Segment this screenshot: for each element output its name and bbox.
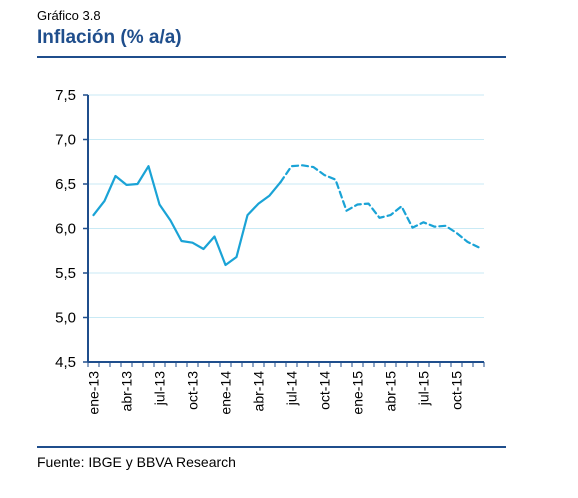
x-tick-label: jul-15 <box>416 371 432 406</box>
y-tick-label: 5,5 <box>55 265 76 282</box>
x-tick-label: abr-15 <box>383 371 399 412</box>
x-tick-label: ene-14 <box>218 371 234 415</box>
y-tick-label: 6,0 <box>55 221 76 238</box>
chart-title: Inflación (% a/a) <box>37 27 182 48</box>
source-rule <box>37 446 506 448</box>
x-axis-ticks: ene-13 abr-13 jul-13 oct-13 ene-14 abr-14 jul-… <box>86 371 465 415</box>
x-tick-label: oct-14 <box>317 371 333 410</box>
axes <box>83 94 485 367</box>
gridlines <box>88 94 484 318</box>
x-tick-label: ene-13 <box>86 371 102 415</box>
series-lines <box>92 164 480 267</box>
x-tick-label: abr-14 <box>251 371 267 412</box>
y-tick-label: 4,5 <box>55 354 76 371</box>
y-axis-ticks: 7,5 7,0 6,5 6,0 5,5 5,0 4,5 <box>55 87 76 371</box>
source-note: Fuente: IBGE y BBVA Research <box>37 454 236 470</box>
y-tick-label: 7,0 <box>55 132 76 149</box>
x-tick-label: jul-13 <box>152 371 168 406</box>
x-tick-label: oct-13 <box>185 371 201 410</box>
x-tick-label: abr-13 <box>119 371 135 412</box>
title-rule <box>37 56 506 58</box>
x-tick-label: jul-14 <box>284 371 300 406</box>
forecast-series-line <box>279 164 480 249</box>
y-tick-label: 6,5 <box>55 176 76 193</box>
y-tick-label: 7,5 <box>55 87 76 104</box>
figure-label: Gráfico 3.8 <box>37 8 101 23</box>
x-tick-label: ene-15 <box>350 371 366 415</box>
x-tick-label: oct-15 <box>449 371 465 410</box>
y-tick-label: 5,0 <box>55 310 76 327</box>
observed-series-line <box>92 165 282 267</box>
